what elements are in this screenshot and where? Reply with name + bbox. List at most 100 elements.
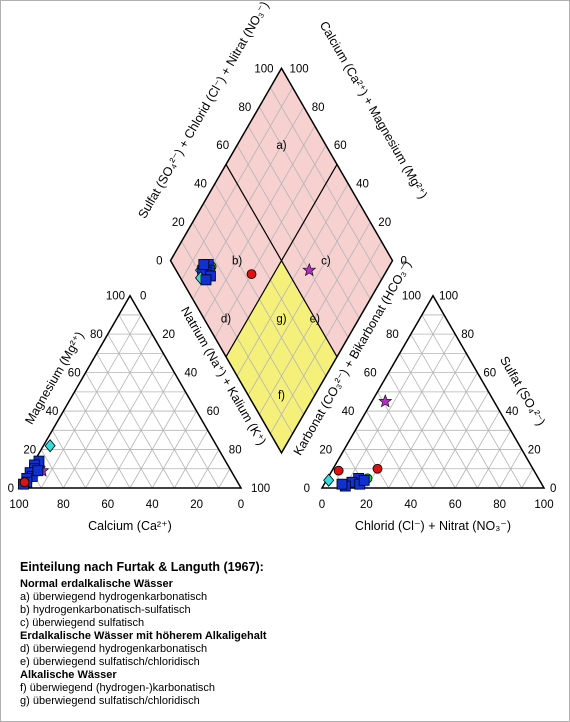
legend-item-d: d) überwiegend hydrogenkarbonatisch — [20, 643, 208, 655]
anion-right-tick-label: 0 — [550, 483, 556, 495]
circle-marker — [19, 477, 30, 488]
grid-line — [377, 391, 434, 489]
cation-bottom-tick-label: 60 — [101, 499, 114, 511]
grid-line — [40, 314, 142, 489]
grid-line — [343, 314, 445, 489]
grid-line — [521, 468, 534, 489]
legend-group-alkali-rich: Erdalkalische Wässer mit höherem Alkalig… — [20, 630, 550, 669]
cation-left-tick-label: 0 — [8, 483, 14, 495]
grid-line — [388, 353, 467, 489]
grid-line — [174, 430, 209, 489]
diamond-left-tick-label: 60 — [216, 140, 229, 152]
diamond-marker — [44, 439, 56, 453]
grid-line — [399, 353, 478, 489]
cation-left-tick-label: 20 — [23, 445, 36, 457]
anion-right-tick-label: 80 — [461, 329, 474, 341]
diamond-left-tick-label: 40 — [194, 179, 207, 191]
diamond-right-tick-label: 60 — [334, 140, 347, 152]
cation-bottom-tick-label: 80 — [57, 499, 70, 511]
legend-item-a: a) überwiegend hydrogenkarbonatisch — [20, 591, 208, 603]
region-label-d: d) — [221, 313, 231, 325]
grid-line — [454, 410, 500, 489]
cation-bottom-tick-label: 0 — [238, 499, 244, 511]
data-points — [18, 259, 393, 492]
anion-bottom-axis-title: Chlorid (Cl⁻) + Nitrat (NO₃⁻) — [355, 519, 511, 533]
diamond-right-tick-label: 0 — [401, 256, 407, 268]
region-label-b: b) — [232, 256, 242, 268]
plot-outlines — [17, 66, 546, 489]
region-label-a: a) — [276, 140, 286, 152]
anion-bottom-tick-label: 100 — [534, 499, 553, 511]
square-marker — [336, 478, 348, 490]
square-marker — [200, 274, 212, 286]
grid-line — [74, 391, 131, 489]
cation-bottom-tick-label: 100 — [9, 499, 28, 511]
diamond-right-tick-label: 80 — [312, 102, 325, 114]
diamond-outline — [169, 66, 394, 455]
anion-right-tick-label: 60 — [483, 368, 496, 380]
legend-group-title: Erdalkalische Wässer mit höherem Alkalig… — [20, 630, 267, 642]
grid-line — [499, 449, 523, 489]
cation-left-tick-label: 60 — [68, 368, 81, 380]
grid-line — [96, 353, 175, 489]
grid-line — [421, 314, 523, 489]
anion-bottom-tick-label: 0 — [319, 499, 325, 511]
grid-line — [51, 430, 86, 489]
cation-bottom-axis-title: Calcium (Ca²⁺) — [88, 519, 172, 533]
square-marker — [358, 474, 370, 486]
diamond-left-tick-label: 0 — [156, 256, 162, 268]
cation-right-tick-label: 80 — [229, 445, 242, 457]
star-marker — [378, 394, 393, 408]
anion-left-tick-label: 20 — [319, 445, 332, 457]
diamond-right-tick-label: 100 — [290, 63, 309, 75]
grid-line — [218, 468, 231, 489]
anion-triangle — [320, 294, 546, 489]
diamond-left-tick-label: 20 — [172, 217, 185, 229]
anion-right-tick-label: 100 — [439, 291, 458, 303]
cation-right-tick-label: 100 — [251, 483, 270, 495]
cation-triangle — [17, 294, 243, 489]
diamond-marker — [323, 473, 335, 487]
square-marker — [32, 465, 44, 477]
grid-line — [129, 391, 186, 489]
legend-item-e: e) überwiegend sulfatisch/chloridisch — [20, 656, 200, 668]
anion-bottom-tick-label: 20 — [360, 499, 373, 511]
grid-line — [432, 391, 489, 489]
region-label-g: g) — [276, 313, 286, 325]
legend-group-alkaline: Alkalische Wässer f) überwiegend (hydrog… — [20, 669, 550, 708]
anion-bottom-tick-label: 80 — [493, 499, 506, 511]
grid-line — [40, 449, 64, 489]
cation-left-tick-label: 100 — [106, 291, 125, 303]
region-label-e: e) — [310, 313, 320, 325]
grid-line — [151, 410, 197, 489]
anion-right-tick-label: 20 — [528, 445, 541, 457]
region-boundary — [225, 164, 338, 358]
square-marker — [198, 259, 210, 270]
anion-bottom-tick-label: 40 — [404, 499, 417, 511]
legend-group-title: Alkalische Wässer — [20, 669, 117, 681]
legend-group-title: Normal erdalkalische Wässer — [20, 578, 173, 590]
anion-left-tick-label: 60 — [364, 368, 377, 380]
diamond-left-tick-label: 100 — [254, 63, 273, 75]
pink-region-fill — [170, 68, 282, 357]
diamond-right-tick-label: 40 — [356, 179, 369, 191]
cation-right-tick-label: 60 — [207, 406, 220, 418]
grid-line — [63, 410, 109, 489]
legend-item-f: f) überwiegend (hydrogen-)karbonatisch — [20, 682, 216, 694]
legend-item-b: b) hydrogenkarbonatisch-sulfatisch — [20, 604, 191, 616]
pink-region-fill — [281, 68, 393, 357]
anion-left-tick-label: 0 — [304, 483, 310, 495]
legend-item-c: c) überwiegend sulfatisch — [20, 617, 145, 629]
cation-right-tick-label: 0 — [140, 291, 146, 303]
circle-marker — [333, 465, 344, 476]
cation-left-tick-label: 40 — [46, 406, 59, 418]
circle-marker — [372, 463, 383, 474]
grid-line — [118, 314, 220, 489]
anion-left-tick-label: 100 — [402, 291, 421, 303]
anion-bottom-tick-label: 60 — [449, 499, 462, 511]
grid-line — [366, 410, 412, 489]
cation-left-tick-label: 80 — [90, 329, 103, 341]
diamond-right-tick-label: 20 — [378, 217, 391, 229]
